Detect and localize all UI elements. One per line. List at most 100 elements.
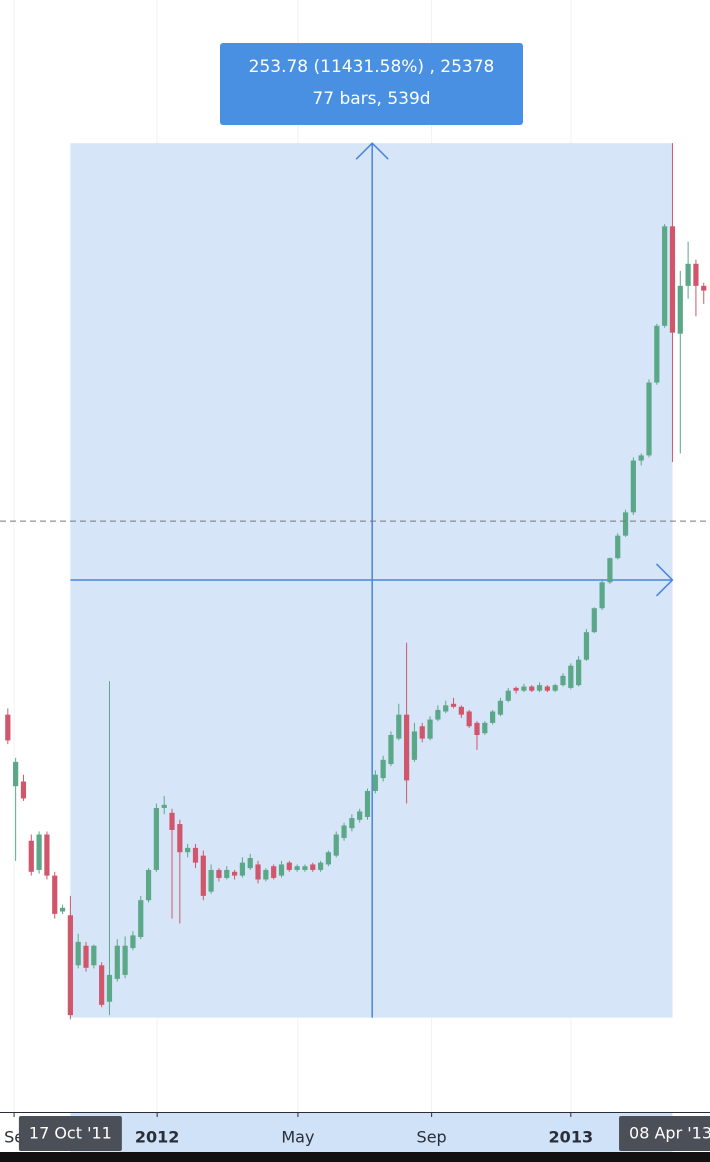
bottom-bar — [0, 1152, 710, 1162]
candle-body — [646, 382, 652, 456]
candle-body — [599, 582, 605, 609]
candle-body — [669, 226, 676, 333]
candle-body — [529, 686, 535, 691]
candle-body — [490, 711, 496, 723]
candle-body — [200, 855, 206, 896]
candle-body — [216, 869, 222, 878]
overlay: 253.78 (11431.58%) , 25378 77 bars, 539d — [0, 43, 710, 522]
candle-body — [130, 935, 136, 949]
candle-body — [521, 686, 527, 691]
candle-body — [325, 852, 332, 865]
candle-body — [685, 263, 691, 286]
x-tick-label: 2012 — [135, 1128, 180, 1147]
candle-body — [583, 632, 590, 660]
candle-body — [443, 705, 449, 712]
candle-body — [52, 875, 58, 914]
candle-body — [630, 460, 636, 513]
candle-body — [466, 711, 472, 727]
candle-body — [458, 706, 464, 715]
candle-body — [114, 945, 120, 979]
range-label-background — [619, 1116, 710, 1151]
x-tick-label: May — [281, 1128, 314, 1147]
candle-body — [411, 731, 418, 760]
candle-body — [552, 685, 558, 691]
candle-body — [271, 866, 277, 878]
candle-body — [247, 858, 253, 869]
candle-body — [91, 945, 97, 966]
measure-tool — [70, 142, 674, 1018]
x-tick-label: Sep — [417, 1128, 447, 1147]
candle-body — [662, 226, 668, 326]
candle-body — [388, 734, 394, 764]
range-label: 17 Oct '11 — [18, 1116, 122, 1151]
candle-body — [106, 974, 113, 1002]
candle-body — [317, 862, 324, 870]
candle-body — [505, 690, 511, 701]
candle-body — [263, 869, 269, 880]
candles — [5, 143, 707, 1020]
candle-body — [622, 512, 629, 536]
candle-body — [59, 907, 66, 912]
candle-body — [333, 834, 339, 856]
candle-body — [701, 285, 707, 291]
candle-body — [145, 869, 152, 901]
measure-tooltip — [220, 43, 523, 125]
candle-body — [396, 714, 402, 739]
candle-body — [380, 759, 386, 779]
candle-body — [568, 665, 574, 688]
candle-body — [161, 804, 167, 808]
candle-body — [231, 871, 238, 876]
candle-body — [224, 869, 230, 878]
candle-body — [544, 686, 550, 691]
candle-body — [255, 864, 261, 880]
candle-body — [591, 608, 597, 633]
range-label: 08 Apr '13 — [619, 1116, 710, 1151]
candle-body — [83, 945, 89, 968]
range-label-text: 08 Apr '13 — [629, 1124, 710, 1143]
candle-body — [450, 703, 457, 707]
candle-body — [20, 781, 27, 799]
candle-body — [13, 761, 19, 787]
candle-body — [576, 659, 582, 686]
candle-body — [357, 811, 363, 820]
candle-body — [153, 807, 159, 870]
candle-body — [404, 714, 410, 781]
range-label-background — [18, 1116, 122, 1151]
candle-body — [302, 866, 308, 870]
candle-body — [560, 675, 566, 686]
candle-body — [239, 862, 246, 876]
candle-body — [615, 535, 621, 559]
candle-body — [192, 847, 199, 863]
x-tick-label: 2013 — [549, 1128, 594, 1147]
candle-body — [36, 834, 42, 870]
candle-body — [278, 864, 285, 876]
candle-body — [364, 790, 371, 817]
candle-body — [693, 263, 699, 286]
candle-body — [482, 722, 488, 734]
candle-body — [294, 866, 300, 870]
candle-body — [310, 864, 316, 870]
measure-tooltip-line2: 77 bars, 539d — [312, 89, 430, 109]
measure-horizontal-arrowhead — [655, 563, 674, 597]
candle-body — [138, 900, 144, 937]
candle-body — [536, 685, 543, 691]
candle-body — [427, 719, 433, 739]
candle-body — [99, 965, 105, 1005]
candle-body — [435, 709, 441, 720]
candle-body — [286, 862, 292, 870]
candle-body — [208, 869, 214, 892]
range-label-text: 17 Oct '11 — [29, 1124, 112, 1143]
candle-body — [185, 847, 191, 853]
candle-body — [75, 941, 81, 966]
range-highlight — [70, 1113, 673, 1152]
candle-body — [419, 726, 425, 739]
candle-body — [372, 774, 378, 791]
candle-body — [67, 915, 73, 1016]
candle-body — [44, 834, 50, 876]
candle-body — [28, 840, 34, 872]
candle-body — [677, 285, 683, 334]
candle-body — [5, 714, 11, 741]
